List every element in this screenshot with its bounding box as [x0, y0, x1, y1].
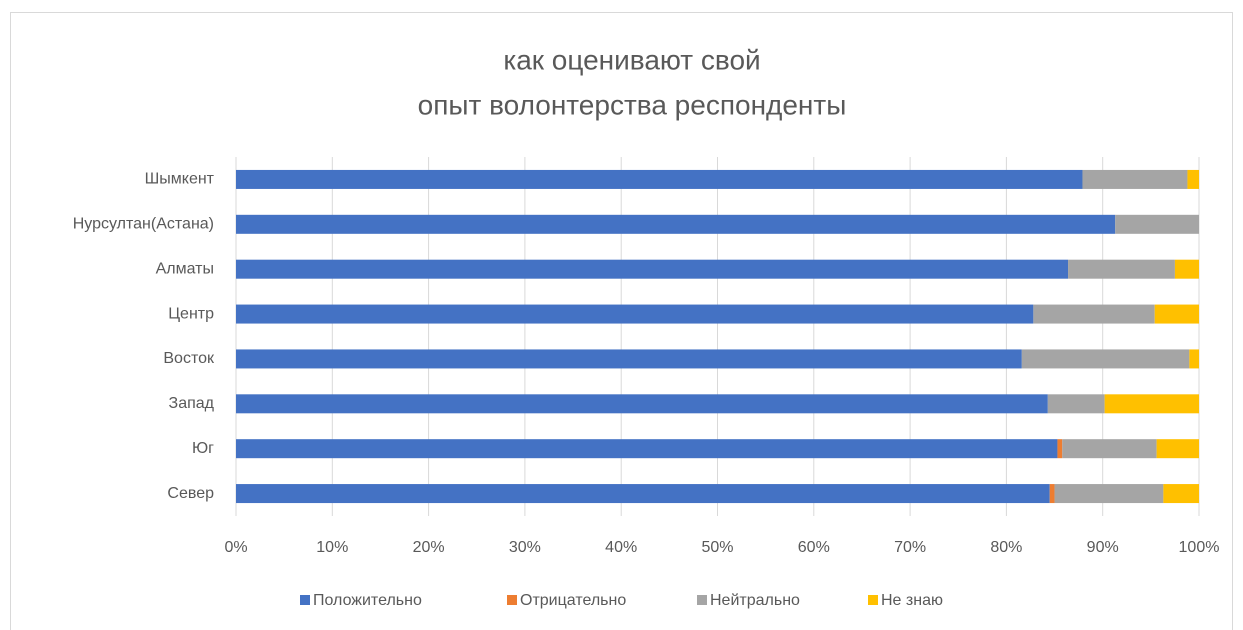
x-tick-label: 80% — [990, 539, 1022, 556]
chart-title: как оценивают свой — [503, 44, 760, 75]
bar-segment — [236, 394, 1048, 414]
bar-segment — [236, 259, 1069, 279]
legend-swatch — [868, 595, 878, 605]
bar-segment — [1054, 484, 1164, 504]
bar-segment — [1156, 439, 1199, 459]
legend-swatch — [697, 595, 707, 605]
bar-segment — [1047, 394, 1105, 414]
legend-label: Отрицательно — [520, 592, 626, 609]
bar-segment — [1068, 259, 1175, 279]
bar-segment — [1082, 169, 1188, 189]
bar-segment — [236, 304, 1034, 324]
bar-segment — [236, 214, 1116, 234]
x-tick-label: 60% — [798, 539, 830, 556]
bar-segment — [1062, 439, 1157, 459]
y-tick-label: Восток — [163, 350, 215, 367]
bar-segment — [1174, 259, 1199, 279]
bar-segment — [1033, 304, 1155, 324]
bar-segment — [236, 169, 1083, 189]
bar-segment — [1104, 394, 1199, 414]
x-tick-label: 100% — [1179, 539, 1220, 556]
x-tick-label: 10% — [316, 539, 348, 556]
bar-segment — [236, 484, 1050, 504]
x-tick-label: 30% — [509, 539, 541, 556]
y-tick-label: Центр — [168, 305, 214, 322]
bar-segment — [1187, 169, 1199, 189]
y-tick-label: Юг — [192, 440, 214, 457]
legend-label: Не знаю — [881, 592, 943, 609]
bar-segment — [1163, 484, 1199, 504]
y-tick-label: Запад — [169, 395, 215, 412]
legend-swatch — [300, 595, 310, 605]
chart-title: опыт волонтерства респонденты — [418, 89, 847, 120]
x-tick-label: 50% — [701, 539, 733, 556]
x-tick-label: 40% — [605, 539, 637, 556]
y-tick-label: Север — [167, 485, 214, 502]
bar-segment — [1021, 349, 1190, 369]
y-tick-label: Шымкент — [145, 171, 215, 188]
y-tick-label: Нурсултан(Астана) — [73, 216, 214, 233]
x-tick-label: 20% — [413, 539, 445, 556]
bar-segment — [1057, 439, 1063, 459]
legend-label: Нейтрально — [710, 592, 800, 609]
bar-segment — [236, 439, 1058, 459]
legend-swatch — [507, 595, 517, 605]
y-tick-label: Алматы — [156, 260, 214, 277]
bar-segment — [1154, 304, 1199, 324]
x-tick-label: 90% — [1087, 539, 1119, 556]
bar-segment — [236, 349, 1022, 369]
x-tick-label: 70% — [894, 539, 926, 556]
bar-segment — [1049, 484, 1055, 504]
bar-segment — [1189, 349, 1199, 369]
x-tick-label: 0% — [224, 539, 247, 556]
legend-label: Положительно — [313, 592, 422, 609]
bar-segment — [1115, 214, 1199, 234]
